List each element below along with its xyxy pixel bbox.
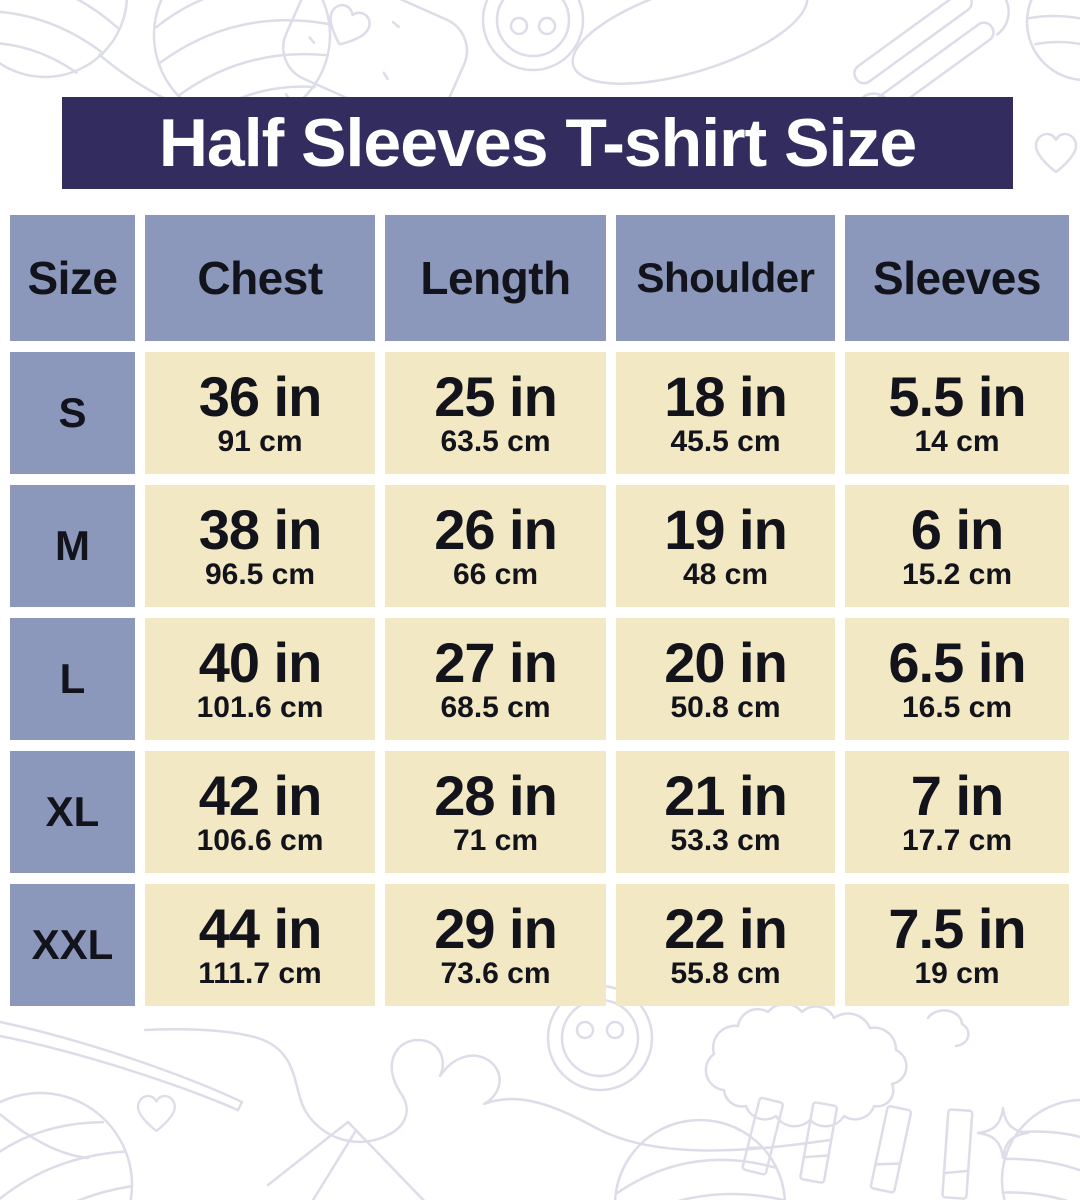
- inches-value: 18 in: [664, 365, 788, 428]
- column-header-shoulder: Shoulder: [616, 215, 835, 341]
- needle-doodle: [0, 1020, 244, 1112]
- cm-value: 53.3 cm: [670, 824, 781, 857]
- cm-value: 91 cm: [217, 425, 303, 458]
- inches-value: 22 in: [664, 897, 788, 960]
- size-label-cell: XXL: [10, 884, 135, 1006]
- cm-value: 19 cm: [914, 957, 1000, 990]
- thread-doodle: [256, 1036, 832, 1152]
- size-label-cell: XL: [10, 751, 135, 873]
- inches-value: 27 in: [434, 631, 558, 694]
- cm-value: 68.5 cm: [440, 691, 551, 724]
- shoulder-cell: 22 in 55.8 cm: [616, 884, 835, 1006]
- cm-value: 14 cm: [914, 425, 1000, 458]
- cm-value: 73.6 cm: [440, 957, 551, 990]
- inches-value: 38 in: [198, 498, 323, 561]
- shoulder-cell: 20 in 50.8 cm: [616, 618, 835, 740]
- length-cell: 27 in 68.5 cm: [385, 618, 606, 740]
- chest-cell: 40 in 101.6 cm: [145, 618, 375, 740]
- needle-doodle: [571, 0, 809, 85]
- yarn-ball-doodle: [613, 1118, 787, 1200]
- inches-value: 6 in: [910, 498, 1004, 561]
- column-header-sleeves: Sleeves: [845, 215, 1069, 341]
- cm-value: 55.8 cm: [670, 957, 781, 990]
- cm-value: 106.6 cm: [196, 824, 324, 857]
- length-cell: 25 in 63.5 cm: [385, 352, 606, 474]
- sleeves-cell: 7.5 in 19 cm: [845, 884, 1069, 1006]
- inches-value: 20 in: [664, 631, 788, 694]
- length-cell: 28 in 71 cm: [385, 751, 606, 873]
- column-header-size: Size: [10, 215, 135, 341]
- cm-value: 45.5 cm: [670, 425, 781, 458]
- inches-value: 6.5 in: [888, 631, 1026, 694]
- shoulder-cell: 18 in 45.5 cm: [616, 352, 835, 474]
- inches-value: 36 in: [198, 365, 323, 428]
- column-header-length: Length: [385, 215, 606, 341]
- inches-value: 40 in: [198, 631, 323, 694]
- heart-doodle: [136, 1094, 176, 1133]
- needle-doodle: [266, 1120, 426, 1200]
- cm-value: 66 cm: [452, 558, 539, 591]
- inches-value: 25 in: [434, 365, 558, 428]
- cm-value: 16.5 cm: [901, 691, 1013, 724]
- sleeves-cell: 6.5 in 16.5 cm: [845, 618, 1069, 740]
- shoulder-cell: 19 in 48 cm: [616, 485, 835, 607]
- size-label-cell: L: [10, 618, 135, 740]
- sparkle-doodle: [976, 1106, 1030, 1160]
- inches-value: 21 in: [664, 764, 788, 827]
- cm-value: 17.7 cm: [901, 824, 1013, 857]
- button-doodle: [481, 0, 585, 72]
- heart-doodle: [1034, 132, 1078, 174]
- thread-doodle: [0, 1112, 90, 1160]
- chest-cell: 38 in 96.5 cm: [145, 485, 375, 607]
- inches-value: 19 in: [664, 498, 788, 561]
- size-label-cell: S: [10, 352, 135, 474]
- inches-value: 7 in: [910, 764, 1004, 827]
- size-chart-table: Size Chest Length Shoulder Sleeves S 36 …: [10, 215, 1069, 1006]
- cm-value: 48 cm: [682, 558, 769, 591]
- cm-value: 15.2 cm: [901, 558, 1013, 591]
- cm-value: 96.5 cm: [204, 558, 316, 591]
- column-header-chest: Chest: [145, 215, 375, 341]
- chest-cell: 42 in 106.6 cm: [145, 751, 375, 873]
- cm-value: 63.5 cm: [440, 425, 551, 458]
- inches-value: 7.5 in: [888, 897, 1026, 960]
- cm-value: 50.8 cm: [670, 691, 781, 724]
- sleeves-cell: 7 in 17.7 cm: [845, 751, 1069, 873]
- length-cell: 26 in 66 cm: [385, 485, 606, 607]
- cm-value: 111.7 cm: [198, 957, 322, 990]
- sheep-doodle: [704, 1002, 974, 1200]
- chest-cell: 36 in 91 cm: [145, 352, 375, 474]
- page-title: Half Sleeves T-shirt Size: [158, 105, 917, 181]
- inches-value: 5.5 in: [888, 365, 1026, 428]
- sleeves-cell: 5.5 in 14 cm: [845, 352, 1069, 474]
- cm-value: 71 cm: [452, 824, 539, 857]
- inches-value: 42 in: [198, 764, 323, 827]
- thread-doodle: [143, 1028, 260, 1040]
- inches-value: 44 in: [198, 897, 323, 960]
- yarn-ball-doodle: [0, 1091, 134, 1200]
- yarn-ball-doodle: [1025, 0, 1080, 82]
- inches-value: 26 in: [434, 498, 558, 561]
- inches-value: 28 in: [434, 764, 558, 827]
- cm-value: 101.6 cm: [196, 691, 324, 724]
- shoulder-cell: 21 in 53.3 cm: [616, 751, 835, 873]
- sleeves-cell: 6 in 15.2 cm: [845, 485, 1069, 607]
- chest-cell: 44 in 111.7 cm: [145, 884, 375, 1006]
- size-label-cell: M: [10, 485, 135, 607]
- yarn-ball-doodle: [1000, 1098, 1080, 1200]
- length-cell: 29 in 73.6 cm: [385, 884, 606, 1006]
- title-banner: Half Sleeves T-shirt Size: [62, 97, 1013, 189]
- inches-value: 29 in: [434, 897, 558, 960]
